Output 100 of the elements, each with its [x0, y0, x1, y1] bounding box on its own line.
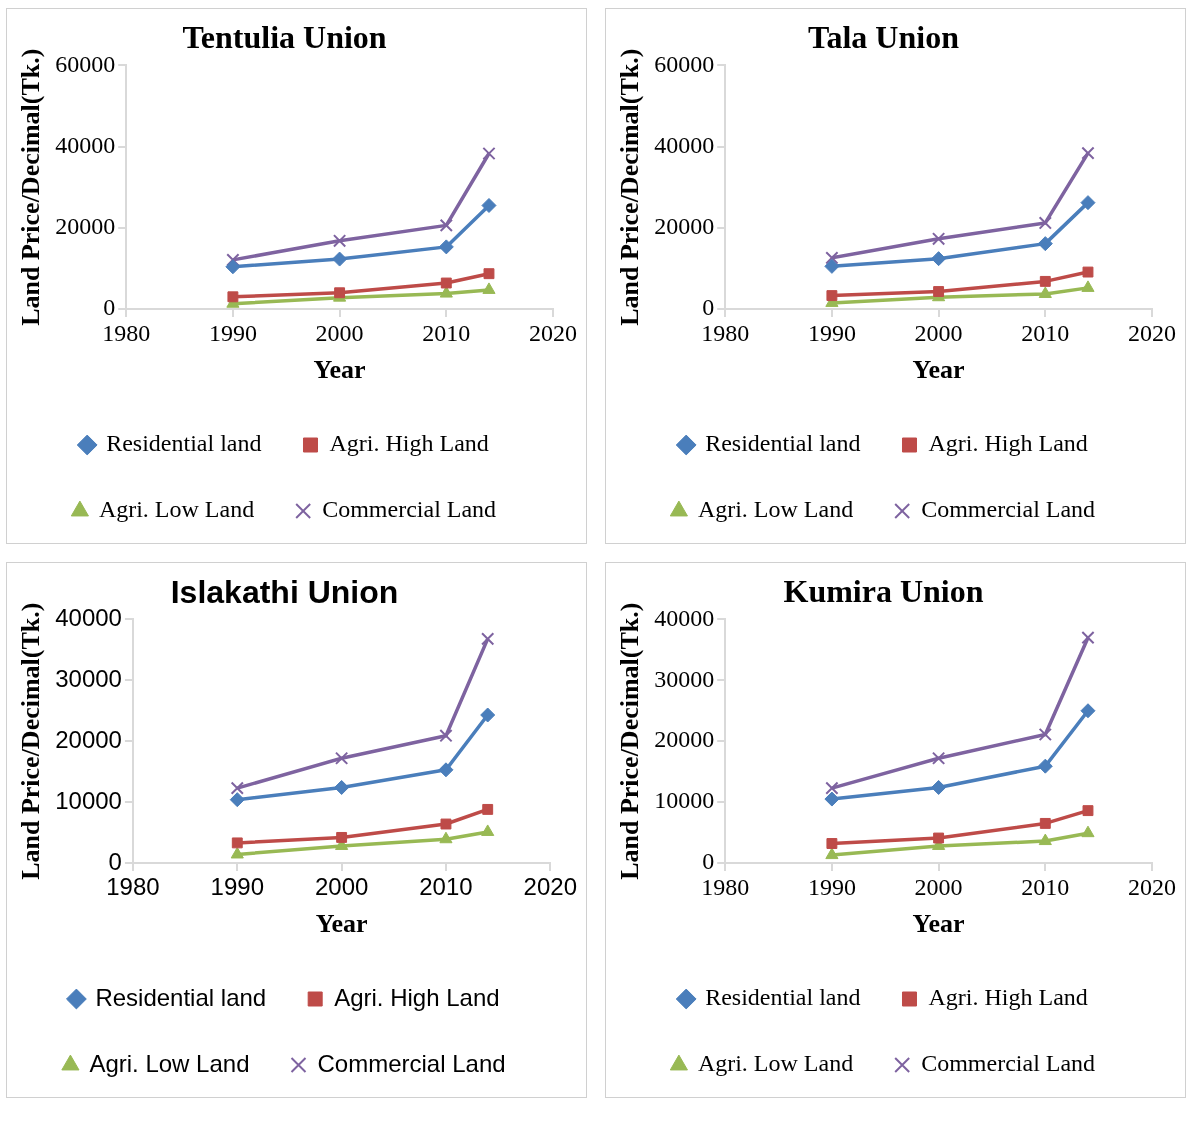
point	[438, 762, 454, 778]
point	[1081, 631, 1095, 645]
point	[482, 803, 494, 815]
point	[440, 277, 452, 289]
point	[1082, 266, 1094, 278]
y-tick-label: 30000	[654, 665, 715, 692]
point	[825, 251, 839, 265]
point	[1038, 216, 1052, 230]
point	[480, 707, 496, 723]
chart-title: Tala Union	[808, 19, 960, 56]
x-tick-label: 2010	[419, 873, 473, 901]
x-axis-title: Year	[912, 355, 965, 385]
x-tick-label: 1990	[210, 873, 264, 901]
y-tick-label: 40000	[55, 604, 122, 632]
point	[824, 791, 840, 807]
x-tick-label: 1980	[102, 319, 151, 346]
legend-label: Commercial Land	[317, 1049, 506, 1077]
point	[1039, 275, 1051, 287]
point	[1081, 280, 1095, 292]
point	[826, 838, 838, 849]
legend-label: Agri. High Land	[928, 984, 1088, 1011]
point	[438, 239, 454, 255]
x-tick-label: 2020	[529, 319, 577, 346]
point	[332, 234, 347, 248]
point	[1038, 286, 1052, 298]
point	[931, 751, 946, 765]
point	[334, 751, 349, 765]
y-tick-label: 60000	[654, 50, 715, 77]
legend-label: Residential land	[705, 984, 861, 1011]
x-tick-label: 2010	[422, 319, 471, 346]
y-tick-label: 60000	[55, 50, 116, 77]
x-tick-label: 1980	[701, 319, 750, 346]
legend-label: Agri. High Land	[928, 430, 1088, 457]
point	[933, 832, 945, 844]
legend-label: Residential land	[95, 983, 267, 1011]
y-tick-label: 20000	[55, 213, 116, 240]
point	[439, 831, 453, 844]
x-axis-title: Year	[912, 909, 965, 939]
y-axis-title: Land Price/Decimal(Tk.)	[16, 48, 46, 326]
point	[1038, 727, 1052, 742]
point	[1081, 825, 1095, 838]
point	[483, 268, 495, 280]
y-tick-label: 0	[108, 847, 122, 875]
point	[931, 779, 947, 795]
point	[481, 197, 497, 213]
chart-title: Tentulia Union	[182, 19, 387, 56]
x-tick-label: 1980	[106, 873, 160, 901]
x-tick-label: 2000	[314, 873, 369, 901]
point	[1037, 236, 1053, 252]
point	[439, 729, 453, 743]
x-tick-label: 2020	[523, 873, 577, 901]
legend-label: Agri. Low Land	[697, 496, 854, 523]
point	[1082, 805, 1094, 817]
legend-label: Commercial Land	[921, 496, 1096, 523]
y-tick-label: 0	[103, 294, 116, 321]
point	[439, 286, 453, 298]
legend-label: Agri. Low Land	[89, 1049, 250, 1077]
point	[230, 846, 244, 859]
point	[230, 781, 244, 795]
x-tick-label: 2000	[914, 873, 963, 900]
point	[1038, 833, 1052, 846]
y-tick-label: 30000	[55, 664, 122, 692]
legend-label: Agri. Low Land	[697, 1050, 854, 1077]
point	[482, 146, 496, 161]
y-tick-label: 10000	[654, 787, 715, 814]
y-tick-label: 40000	[55, 131, 116, 158]
point	[931, 251, 947, 267]
x-axis-title: Year	[315, 909, 368, 939]
y-axis-title: Land Price/Decimal(Tk.)	[16, 602, 46, 880]
point	[334, 779, 350, 795]
point	[1081, 146, 1095, 160]
x-axis-title: Year	[313, 355, 366, 385]
point	[440, 818, 452, 830]
point	[481, 824, 495, 836]
legend-label: Commercial Land	[921, 1050, 1096, 1077]
point	[1037, 758, 1053, 774]
y-tick-label: 40000	[654, 604, 715, 631]
point	[482, 282, 496, 294]
point	[1080, 195, 1096, 211]
point	[336, 831, 348, 843]
point	[825, 781, 839, 795]
y-tick-label: 10000	[55, 786, 122, 814]
x-tick-label: 2010	[1021, 873, 1070, 900]
legend-label: Residential land	[705, 430, 861, 457]
legend-label: Agri. High Land	[329, 430, 489, 457]
point	[231, 837, 243, 849]
chart-title: Kumira Union	[783, 573, 984, 610]
x-tick-label: 2000	[914, 319, 963, 346]
y-tick-label: 20000	[654, 726, 715, 753]
legend-label: Commercial Land	[322, 496, 497, 523]
y-tick-label: 40000	[654, 131, 715, 158]
legend-label: Residential land	[106, 430, 262, 457]
point	[1080, 703, 1096, 719]
y-axis-title: Land Price/Decimal(Tk.)	[615, 48, 645, 326]
y-tick-label: 20000	[654, 213, 715, 240]
x-tick-label: 1980	[701, 873, 750, 900]
y-tick-label: 0	[702, 848, 715, 875]
point	[229, 792, 245, 808]
x-tick-label: 1990	[807, 873, 856, 900]
point	[824, 258, 840, 274]
